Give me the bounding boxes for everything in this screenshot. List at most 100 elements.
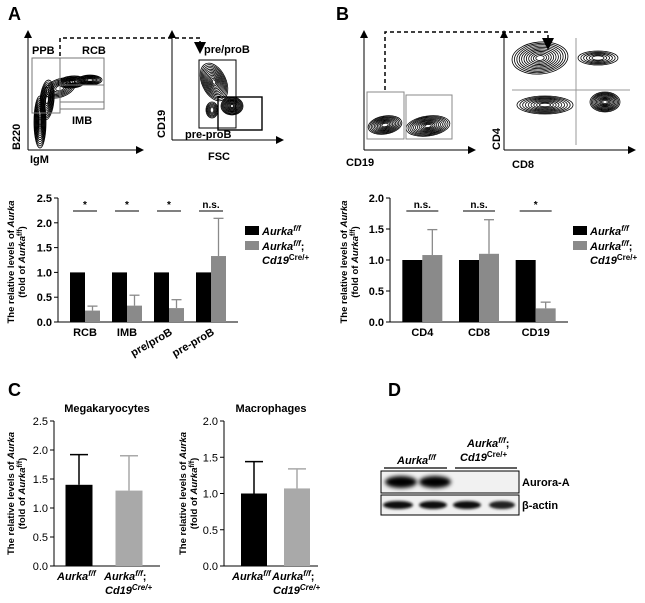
- y-axis-label-part1: The relative levels of: [6, 227, 17, 323]
- x-tick-label-ctrl-sup: f/f: [263, 569, 272, 578]
- svg-text:Cd19Cre/+: Cd19Cre/+: [460, 450, 507, 464]
- wb-band-label-aurora-a: Aurora-A: [522, 477, 570, 489]
- wb-lane-group2-line2-sup: Cre/+: [487, 450, 508, 459]
- wb-lane-group2-line1: Aurka: [466, 438, 498, 450]
- contour-ring: [514, 42, 566, 74]
- svg-text:Aurkaf/f: Aurkaf/f: [261, 224, 302, 238]
- contour-ring: [53, 83, 67, 93]
- contour-ring: [530, 52, 550, 64]
- axis-label-fsc: FSC: [208, 151, 230, 163]
- contour-ring: [411, 117, 445, 135]
- y-axis-label-part2: (fold of: [17, 263, 28, 298]
- contour-ring: [84, 77, 96, 83]
- svg-text:Aurkaf/f;: Aurkaf/f;: [261, 239, 304, 253]
- contour-ring: [208, 104, 216, 116]
- gate-label-ppb: PPB: [32, 45, 55, 57]
- x-tick-label: IMB: [117, 327, 137, 339]
- y-tick-label: 2.0: [369, 193, 384, 205]
- x-tick-label-ctrl: Aurkaf/f: [56, 569, 97, 583]
- y-tick-label: 1.5: [33, 474, 48, 486]
- axis-label-cd19-a: CD19: [156, 110, 168, 138]
- legend-knockout-sup: f/f: [293, 239, 302, 248]
- contour-ring: [367, 115, 403, 135]
- contour-ring: [33, 95, 47, 149]
- contour-ring: [85, 77, 95, 83]
- x-tick-label-ko1-main: Aurka: [103, 571, 135, 583]
- x-tick-label-ko2-sup: Cre/+: [300, 583, 321, 592]
- contour-ring: [210, 77, 218, 87]
- y-axis-label-sup: f/f: [17, 229, 24, 236]
- x-tick-label-ko2: Cd19Cre/+: [105, 583, 152, 597]
- y-axis-label-close: ): [17, 458, 28, 461]
- contour-ring: [229, 104, 235, 108]
- contour-ring: [78, 75, 102, 85]
- svg-text:Aurkaf/f: Aurkaf/f: [589, 224, 630, 238]
- x-tick-label-ko1-tail: ;: [311, 571, 315, 583]
- svg-text:Aurkaf/f;: Aurkaf/f;: [589, 239, 632, 253]
- x-tick-label: pre-proB: [170, 326, 216, 360]
- y-axis-label-gene: Aurka: [6, 200, 17, 228]
- y-tick-label: 0.0: [369, 317, 384, 329]
- contour-ring: [522, 97, 568, 113]
- bar: [65, 484, 93, 566]
- gate-label-imb: IMB: [72, 115, 92, 127]
- contour-ring: [588, 54, 608, 62]
- y-tick-label: 1.0: [369, 255, 384, 267]
- x-tick-label-ko1-main: Aurka: [271, 571, 303, 583]
- contour-ring: [381, 122, 389, 128]
- contour-ring: [511, 41, 569, 75]
- contour-ring: [80, 75, 100, 85]
- bar-knockout: [479, 253, 499, 322]
- wb-lane-group1-label: Aurka: [396, 455, 428, 467]
- contour-ring: [42, 88, 52, 112]
- axis-label-cd4: CD4: [491, 127, 503, 150]
- contour-ring: [370, 116, 400, 134]
- gate-label-pre-prob-lower: pre-proB: [185, 129, 232, 141]
- contour-ring: [416, 120, 440, 132]
- x-tick-label-ctrl-main: Aurka: [231, 571, 263, 583]
- contour-ring: [55, 84, 65, 92]
- svg-text:Cd19Cre/+: Cd19Cre/+: [262, 253, 309, 267]
- wb-lane-group1-sup: f/f: [428, 453, 437, 462]
- bar: [284, 488, 310, 566]
- contour-ring: [211, 79, 217, 85]
- y-tick-label: 1.0: [203, 489, 218, 501]
- x-tick-label-ko1: Aurkaf/f;: [103, 569, 146, 583]
- gate-label-pre-prob-upper: pre/proB: [204, 44, 250, 56]
- contour-ring: [41, 85, 53, 115]
- legend-knockout-semicolon: ;: [301, 241, 305, 253]
- contour-ring: [594, 95, 616, 110]
- y-axis-label-close: ): [189, 458, 200, 461]
- legend-swatch-knockout: [245, 241, 259, 250]
- contour-ring: [533, 53, 547, 63]
- contour-ring: [378, 121, 392, 129]
- legend-knockout-line2-sup-b: Cre/+: [617, 253, 638, 262]
- bar-knockout: [127, 305, 142, 322]
- legend-swatch-control-b: [573, 226, 587, 235]
- axis-label-b220: B220: [11, 124, 23, 150]
- western-blot: Aurkaf/f Aurkaf/f; Cd19Cre/+ Aurora-A β-…: [380, 436, 570, 516]
- wb-lane-group2-line2: Cd19: [460, 452, 488, 464]
- wb-lane-group2-semicolon: ;: [506, 438, 510, 450]
- x-tick-label-ko1: Aurkaf/f;: [271, 569, 314, 583]
- contour-ring: [208, 74, 220, 90]
- contour-ring: [38, 118, 42, 126]
- contour-ring: [595, 95, 615, 109]
- contour-ring: [379, 121, 391, 129]
- legend-control-label-b: Aurka: [589, 226, 621, 238]
- x-tick-label-ko2: Cd19Cre/+: [273, 583, 320, 597]
- y-tick-label: 0.5: [203, 525, 218, 537]
- legend-control-sup: f/f: [293, 224, 302, 233]
- legend-swatch-control: [245, 226, 259, 235]
- contour-ring: [413, 118, 443, 134]
- legend-knockout-label: Aurka: [261, 241, 293, 253]
- y-tick-label: 0.5: [37, 292, 52, 304]
- x-tick-label-ctrl-sup: f/f: [88, 569, 97, 578]
- flow-plot-thymus-cd4-cd8: CD8 CD4: [491, 30, 636, 171]
- contour-ring: [209, 107, 215, 113]
- contour-ring: [206, 102, 218, 118]
- y-axis-label-part1: The relative levels of: [178, 459, 189, 555]
- bar-knockout: [85, 310, 100, 322]
- legend-knockout-label-b: Aurka: [589, 241, 621, 253]
